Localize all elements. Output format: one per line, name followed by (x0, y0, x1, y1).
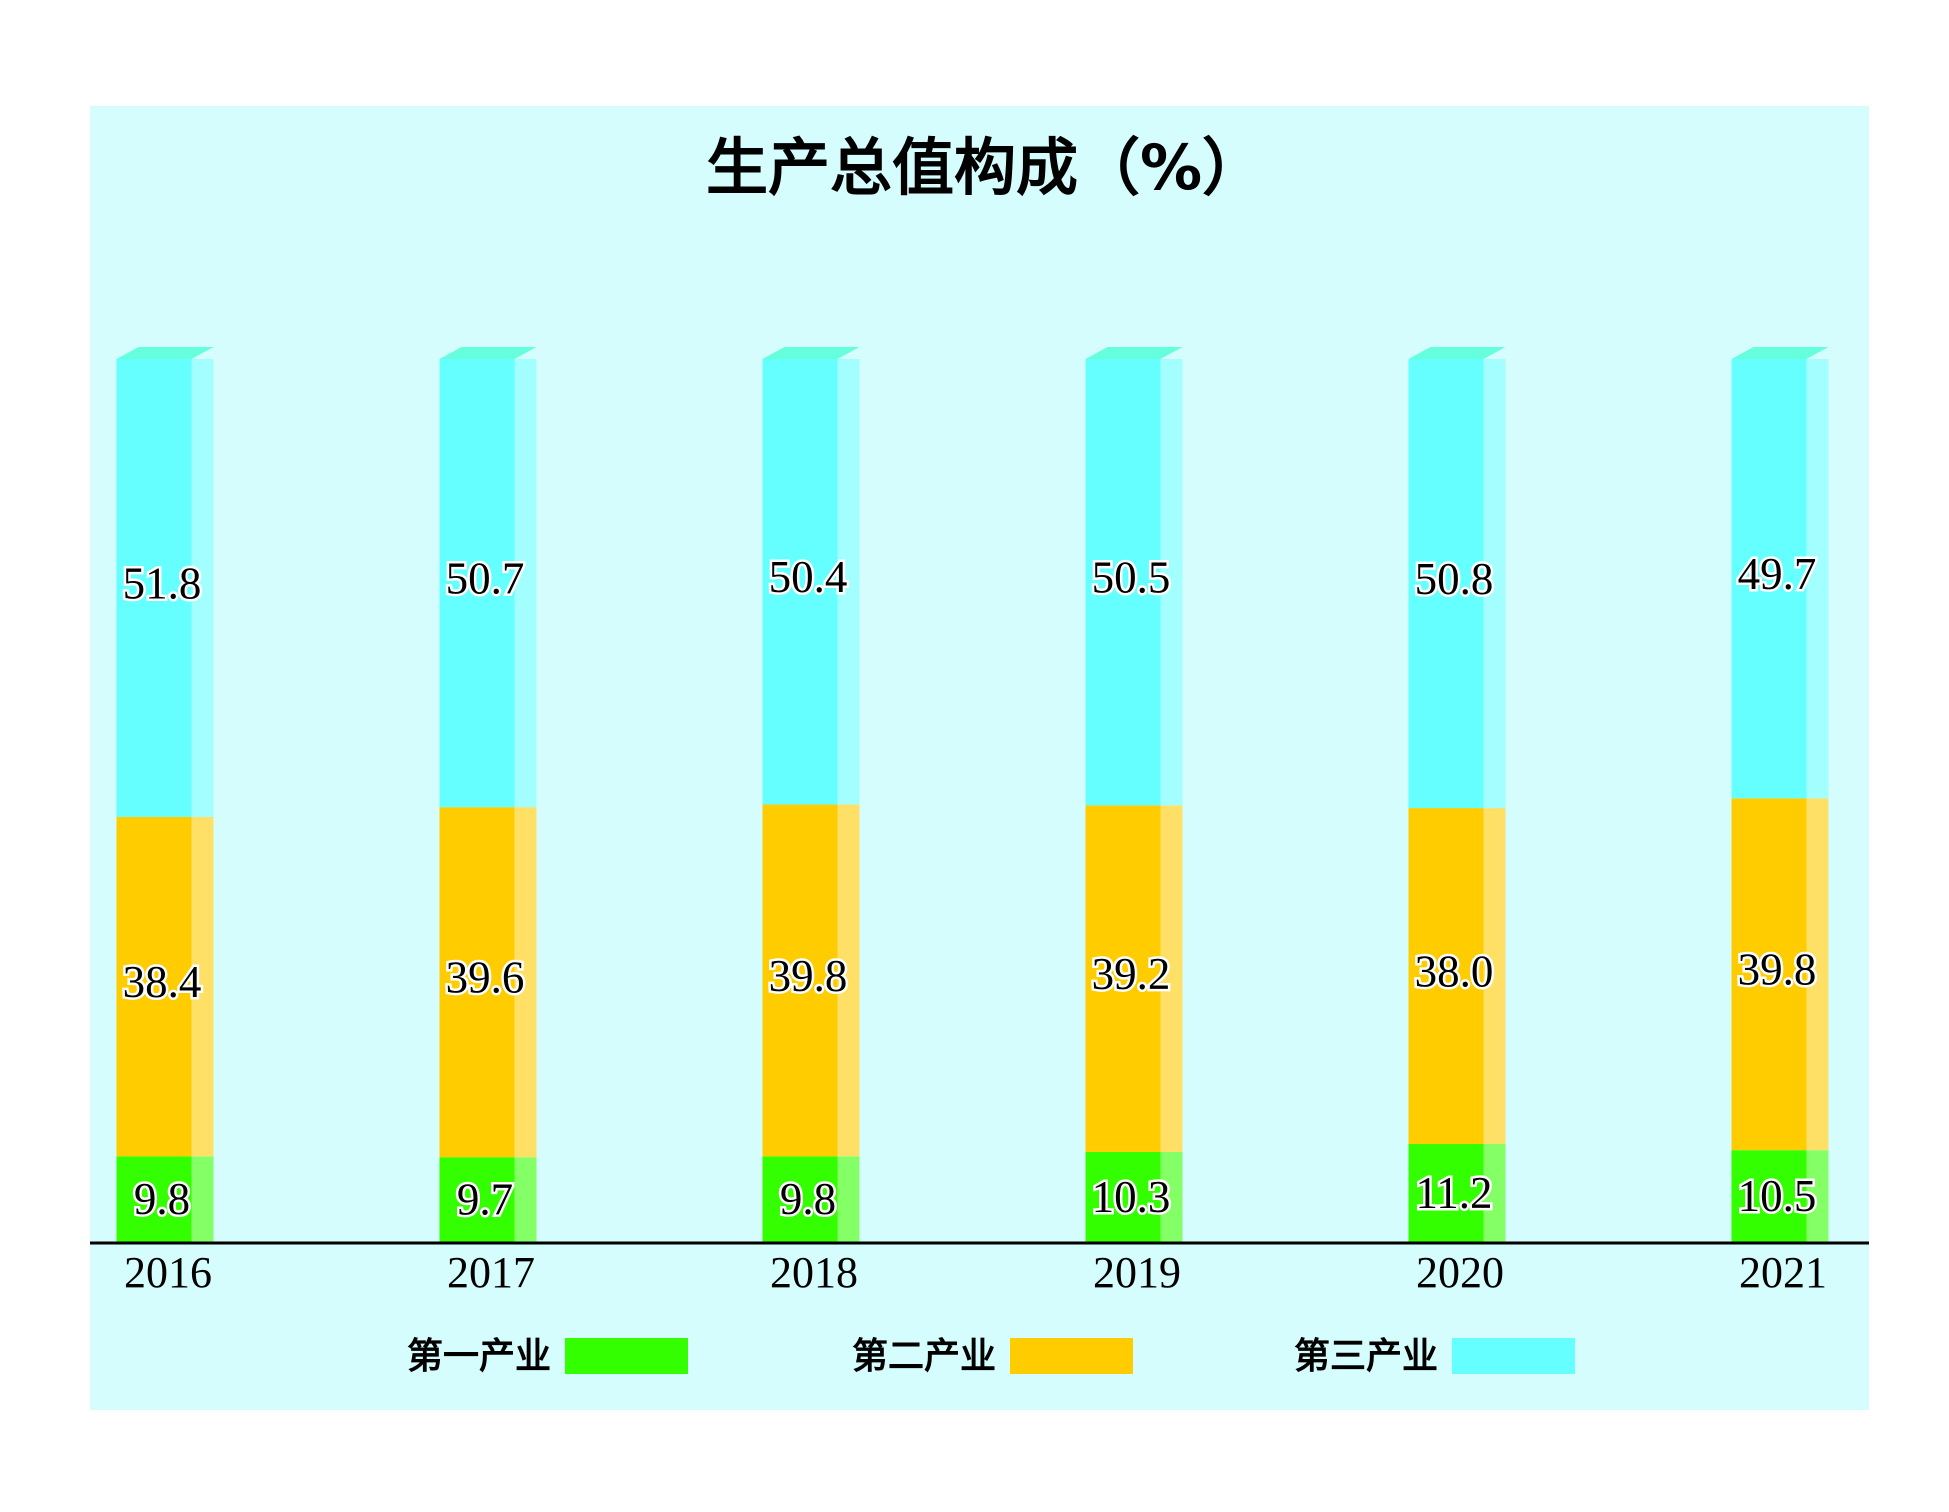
bar-side (1160, 805, 1183, 1152)
data-label: 50.8 (1415, 554, 1494, 604)
data-label: 38.0 (1415, 946, 1494, 996)
bar-cap (1408, 347, 1506, 359)
bar-side (514, 807, 537, 1158)
legend-swatch (565, 1338, 688, 1374)
data-label: 9.8 (780, 1174, 836, 1224)
bar-side (1160, 359, 1183, 806)
bar-cap (439, 347, 537, 359)
data-label: 39.2 (1092, 949, 1171, 999)
data-label: 51.8 (123, 558, 202, 608)
bar-side (514, 359, 537, 808)
bar-side (191, 359, 214, 817)
bar-segment (1085, 805, 1161, 1152)
bar-segment (1731, 1150, 1807, 1243)
x-tick-label: 2021 (1739, 1248, 1827, 1297)
legend-label: 第一产业 (407, 1336, 551, 1377)
bar-side (191, 1156, 214, 1243)
x-tick-label: 2019 (1093, 1248, 1181, 1297)
bar-side (191, 816, 214, 1157)
bar-side (1483, 1143, 1506, 1243)
data-label: 10.3 (1092, 1172, 1171, 1222)
bar-side (1483, 808, 1506, 1144)
data-label: 50.4 (769, 552, 848, 602)
data-label: 9.8 (134, 1174, 190, 1224)
bar-segment (762, 1156, 838, 1243)
bar-cap (762, 347, 860, 359)
chart-title: 生产总值构成（%） (706, 131, 1264, 204)
bar-side (837, 359, 860, 805)
bar-side (514, 1157, 537, 1243)
bar-segment (116, 359, 192, 817)
data-label: 50.5 (1092, 553, 1171, 603)
legend-label: 第二产业 (852, 1336, 996, 1377)
data-label: 39.8 (769, 951, 848, 1001)
data-label: 39.6 (446, 953, 525, 1003)
bar-side (1806, 798, 1829, 1151)
bar-segment (1408, 1143, 1484, 1243)
bar-segment (439, 359, 515, 808)
bar-side (1806, 1150, 1829, 1243)
bar-segment (439, 807, 515, 1158)
data-label: 50.7 (446, 553, 525, 603)
x-tick-label: 2017 (447, 1248, 535, 1297)
data-label: 11.2 (1415, 1168, 1492, 1218)
bar-side (837, 1156, 860, 1243)
bar-segment (762, 804, 838, 1157)
bar-segment (439, 1157, 515, 1243)
legend-swatch (1452, 1338, 1575, 1374)
bar-segment (1408, 808, 1484, 1144)
x-tick-label: 2018 (770, 1248, 858, 1297)
data-label: 9.7 (457, 1174, 513, 1224)
bar-side (837, 804, 860, 1157)
legend-swatch (1010, 1338, 1133, 1374)
bar-segment (1731, 798, 1807, 1151)
data-label: 49.7 (1738, 549, 1817, 599)
legend-label: 第三产业 (1294, 1336, 1438, 1377)
bar-segment (762, 359, 838, 805)
x-tick-label: 2016 (124, 1248, 212, 1297)
bar-segment (1408, 359, 1484, 809)
bar-side (1160, 1151, 1183, 1243)
bar-segment (116, 816, 192, 1157)
bar-cap (116, 347, 214, 359)
bar-segment (1085, 359, 1161, 806)
data-label: 38.4 (123, 957, 202, 1007)
chart-background (90, 106, 1869, 1410)
bar-cap (1731, 347, 1829, 359)
bar-segment (116, 1156, 192, 1243)
bar-side (1483, 359, 1506, 809)
data-label: 39.8 (1738, 945, 1817, 995)
bar-segment (1731, 359, 1807, 799)
bar-side (1806, 359, 1829, 799)
bar-segment (1085, 1151, 1161, 1243)
x-tick-label: 2020 (1416, 1248, 1504, 1297)
bar-cap (1085, 347, 1183, 359)
data-label: 10.5 (1738, 1171, 1817, 1221)
